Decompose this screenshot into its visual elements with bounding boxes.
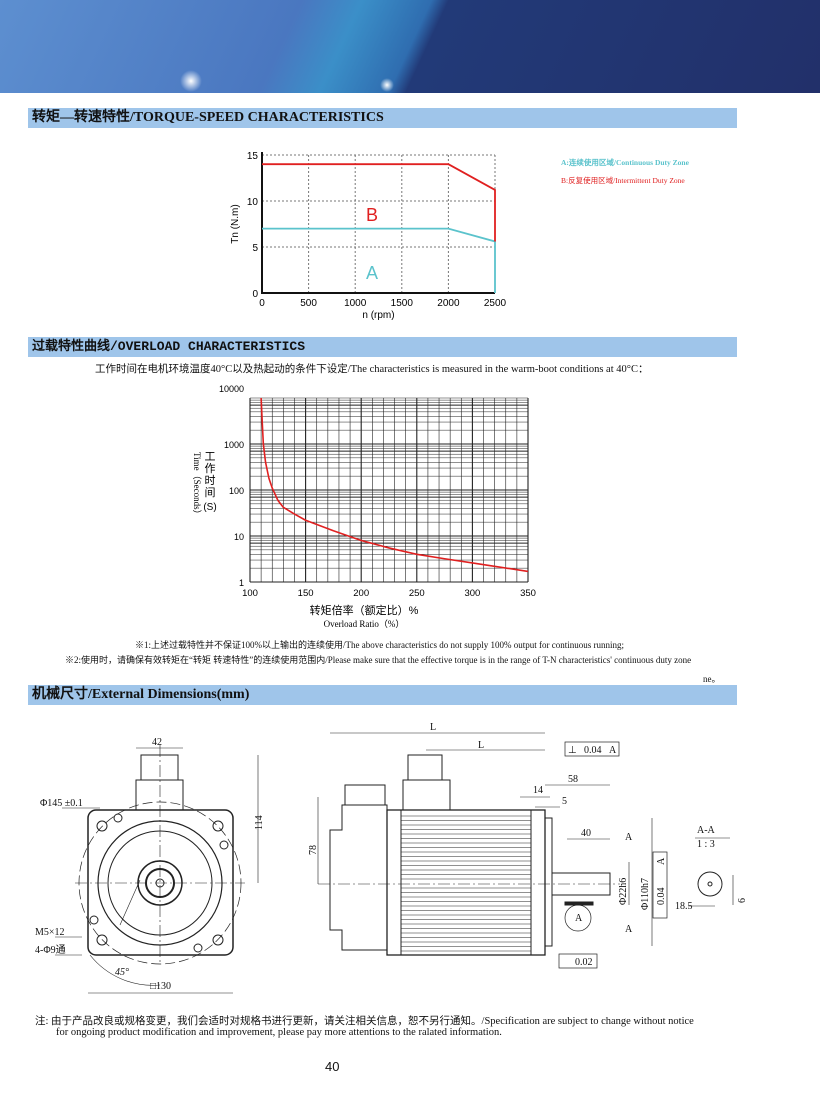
y-tick-label: 5 <box>252 243 258 254</box>
section-overload: 过载特性曲线/OVERLOAD CHARACTERISTICS <box>28 337 737 357</box>
series-line-B <box>262 163 496 242</box>
section-key: 6 <box>737 898 748 903</box>
dimension-drawings: 42 114 Φ145 ±0.1 M5×12 4-Φ9通 45° □130 L … <box>35 722 748 994</box>
dim-78: 78 <box>308 845 319 855</box>
side-view <box>317 732 668 969</box>
section-torque-speed: 转矩—转速特性/TORQUE-SPEED CHARACTERISTICS <box>28 108 737 128</box>
conc-ref: A <box>656 857 667 865</box>
dim-holes: 4-Φ9通 <box>35 944 66 956</box>
header-banner <box>0 0 820 93</box>
section-view <box>688 837 734 907</box>
x-tick-label: 250 <box>409 588 425 599</box>
y-axis-unit: (S) <box>203 502 216 513</box>
x-axis-label-en: Overload Ratio（%） <box>324 619 405 629</box>
x-tick-label: 300 <box>464 588 480 599</box>
x-tick-label: 1000 <box>344 298 367 309</box>
x-tick-label: 1500 <box>391 298 414 309</box>
legend-entry: A:连续使用区域/Continuous Duty Zone <box>561 157 690 167</box>
dim-5: 5 <box>562 796 567 807</box>
x-tick-label: 150 <box>298 588 314 599</box>
axes <box>261 152 495 294</box>
note-2-tail: ne。 <box>703 674 721 684</box>
x-tick-label: 350 <box>520 588 536 599</box>
x-tick-label: 2000 <box>437 298 460 309</box>
section-dimensions: 机械尺寸/External Dimensions(mm) <box>28 685 737 705</box>
dim-L: L <box>478 740 484 751</box>
perp-symbol: ⊥ <box>568 745 577 756</box>
y-axis-label-char: 作 <box>205 462 216 475</box>
page-number: 40 <box>325 1059 340 1074</box>
overload-curve <box>260 397 529 573</box>
y-axis-label: Tn (N.m) <box>230 204 241 243</box>
x-axis-label: n (rpm) <box>362 310 394 321</box>
section-title: A-A <box>697 825 716 836</box>
section-width: 18.5 <box>675 901 693 912</box>
dim-114: 114 <box>254 815 265 830</box>
x-tick-label: 100 <box>242 588 258 599</box>
zone-label-b: B <box>366 205 378 225</box>
dim-thread: M5×12 <box>35 927 65 938</box>
section-mark-bottom: A <box>625 924 633 935</box>
front-view <box>55 745 259 994</box>
y-axis-label-en: Time（Seconds） <box>192 452 202 519</box>
x-tick-label: 500 <box>300 298 317 309</box>
x-tick-label: 200 <box>353 588 369 599</box>
footer-note-line1: 注: 由于产品改良或规格变更，我们会适时对规格书进行更新，请关注相关信息，恕不另… <box>35 1016 694 1027</box>
dim-40: 40 <box>581 828 591 839</box>
y-axis-label-char: 工 <box>205 451 216 463</box>
legend-entry: B:反复使用区域/Intermittent Duty Zone <box>561 175 685 185</box>
dim-58: 58 <box>568 774 578 785</box>
dim-spigot: Φ110h7 <box>640 878 651 910</box>
perp-value: 0.04 <box>584 745 602 756</box>
series-line-A <box>262 227 496 293</box>
x-axis-label: 转矩倍率（额定比）% <box>310 603 419 617</box>
footer-note-line2: for ongoing product modification and imp… <box>56 1027 502 1038</box>
y-tick-label: 10000 <box>219 384 244 394</box>
overload-condition: 工作时间在电机环境温度40°C以及热起动的条件下设定/The character… <box>95 364 649 375</box>
zone-label-a: A <box>366 263 378 283</box>
y-axis-label-char: 时 <box>205 474 216 487</box>
y-tick-label: 10 <box>247 197 259 208</box>
y-tick-label: 0 <box>252 289 258 300</box>
dim-angle: 45° <box>115 967 129 978</box>
y-tick-label: 1000 <box>224 440 244 450</box>
dim-14: 14 <box>533 785 543 796</box>
y-tick-label: 1 <box>239 578 244 588</box>
y-tick-label: 10 <box>234 532 244 542</box>
x-tick-label: 0 <box>259 298 265 309</box>
torque-speed-chart: 0 500 1000 1500 2000 2500 0 5 10 15 A Bn (rpm) Tn (N… <box>230 151 690 321</box>
section-scale: 1 : 3 <box>697 839 715 850</box>
dim-pcd: Φ145 ±0.1 <box>40 798 83 809</box>
overload-chart: 100 150 200 250 300 350 1 10 100 1000 10000 转矩倍率（额定… <box>192 384 536 629</box>
y-axis-label-char: 间 <box>205 486 216 499</box>
note-1: ※1:上述过载特性并不保证100%以上输出的连续使用/The above cha… <box>135 640 624 650</box>
y-tick-label: 15 <box>247 151 259 162</box>
dim-L-total: L <box>430 722 436 733</box>
perp-ref: A <box>609 745 617 756</box>
dim-42: 42 <box>152 737 162 748</box>
note-2: ※2:使用时，请确保有效转矩在“转矩 转速特性”的连续使用范围内/Please … <box>65 655 692 665</box>
dim-shaft: Φ22h6 <box>618 878 629 905</box>
conc-value: 0.04 <box>656 888 667 906</box>
dim-square: □130 <box>150 981 171 992</box>
section-mark-top: A <box>625 832 633 843</box>
y-tick-label: 100 <box>229 486 244 496</box>
runout-value: 0.02 <box>575 957 593 968</box>
x-tick-label: 2500 <box>484 298 507 309</box>
datum-a: A <box>575 913 583 924</box>
